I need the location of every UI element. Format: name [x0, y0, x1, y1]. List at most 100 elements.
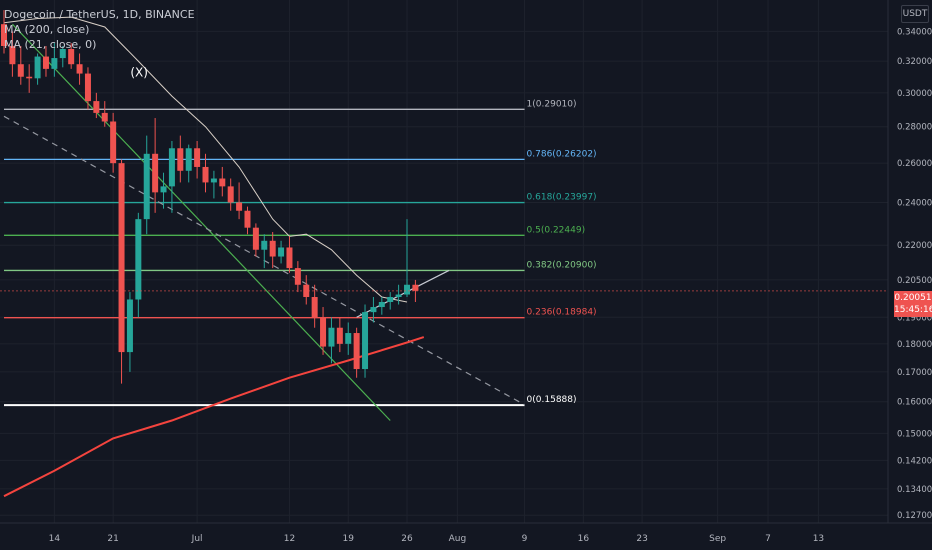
candle-body [135, 219, 142, 300]
last-price-value: 0.20051 [894, 293, 932, 303]
price-tick-label: 0.15000 [897, 429, 932, 439]
candle [345, 322, 352, 355]
candle-body [236, 202, 243, 211]
candle-body [152, 153, 159, 193]
time-tick-label: Sep [709, 534, 726, 544]
candle-body [328, 327, 335, 347]
time-tick-label: 7 [765, 534, 771, 544]
candle-body [294, 268, 301, 285]
candle-body [311, 297, 318, 318]
candle [101, 101, 108, 127]
candle [252, 223, 259, 257]
countdown-timer: 15:45:16 [894, 305, 932, 315]
candle [362, 304, 369, 378]
candle [202, 153, 209, 193]
time-tick-label: 12 [284, 534, 295, 544]
time-tick-label: 19 [343, 534, 355, 544]
candle-body [185, 148, 192, 171]
candle [269, 232, 276, 269]
price-tick-label: 0.26000 [897, 159, 932, 169]
candle-body [110, 121, 117, 164]
candle [194, 140, 201, 179]
time-tick-label: 23 [636, 534, 647, 544]
candle [110, 112, 117, 173]
price-tick-label: 0.12700 [897, 511, 932, 521]
candle [1, 10, 7, 54]
candle [236, 182, 243, 220]
currency-badge[interactable]: USDT [901, 5, 929, 23]
candle [286, 236, 293, 273]
ma21-legend: MA (21, close, 0) [4, 38, 97, 51]
candles [1, 10, 419, 384]
candle [336, 317, 343, 353]
candle [210, 170, 217, 199]
candle [404, 219, 411, 298]
descending-channel-line [11, 23, 391, 421]
candle-body [244, 210, 251, 228]
candle-body [126, 299, 133, 353]
candle [34, 53, 41, 85]
candle-body [252, 227, 259, 250]
fib-level-label: 0(0.15888) [527, 395, 577, 405]
candle-body [118, 163, 125, 353]
candle [17, 46, 24, 85]
candle-body [395, 294, 402, 298]
candle [126, 292, 133, 372]
candle [143, 135, 150, 235]
candle-body [269, 240, 276, 257]
candle [185, 144, 192, 183]
price-tick-label: 0.24000 [897, 198, 932, 208]
candle-body [143, 153, 150, 220]
ma200-line [3, 336, 425, 498]
candle-body [194, 148, 201, 167]
fib-level-label: 0.236(0.18984) [527, 308, 597, 318]
candle [395, 284, 402, 305]
candle [278, 240, 285, 264]
candle [294, 261, 301, 293]
candle-body [378, 301, 385, 308]
candle [244, 206, 251, 235]
fib-level-label: 0.618(0.23997) [527, 193, 597, 203]
candle [160, 172, 167, 209]
time-axis: 14 21 Jul 12 19 26 Aug 9 16 23 Sep 7 13 [49, 534, 824, 544]
fib-level-label: 1(0.29010) [527, 99, 577, 109]
price-tick-label: 0.30000 [897, 89, 932, 99]
last-price-badge: 0.20051 15:45:16 [894, 291, 932, 317]
candle [68, 43, 75, 69]
time-tick-label: 26 [401, 534, 413, 544]
price-tick-label: 0.14200 [897, 456, 932, 466]
fib-level-label: 0.786(0.26202) [527, 149, 597, 159]
candle [135, 212, 142, 318]
candle-body [42, 56, 49, 69]
candle-body [34, 56, 41, 79]
candle-body [278, 247, 285, 257]
candle [42, 46, 49, 77]
candle-body [353, 333, 360, 370]
candle-body [51, 58, 58, 69]
candle [51, 43, 58, 77]
candle [177, 135, 184, 183]
candle [76, 53, 83, 85]
candle-body [261, 240, 268, 250]
candle-body [177, 148, 184, 171]
candle [227, 178, 234, 211]
time-tick-label: Jul [191, 534, 203, 544]
candle-body [404, 284, 411, 295]
candle-body [68, 49, 75, 65]
candle [378, 297, 385, 315]
candle-body [227, 186, 234, 203]
candle [168, 140, 175, 213]
candle-body [93, 101, 100, 113]
time-tick-label: 9 [522, 534, 528, 544]
symbol-title: Dogecoin / TetherUS, 1D, BINANCE [4, 8, 195, 21]
price-tick-label: 0.20500 [897, 276, 932, 286]
candle [84, 67, 91, 110]
candle [261, 234, 268, 269]
candle [59, 46, 66, 68]
candle [328, 317, 335, 364]
candle-body [336, 327, 343, 344]
candle-body [1, 24, 7, 47]
candle [387, 292, 394, 310]
